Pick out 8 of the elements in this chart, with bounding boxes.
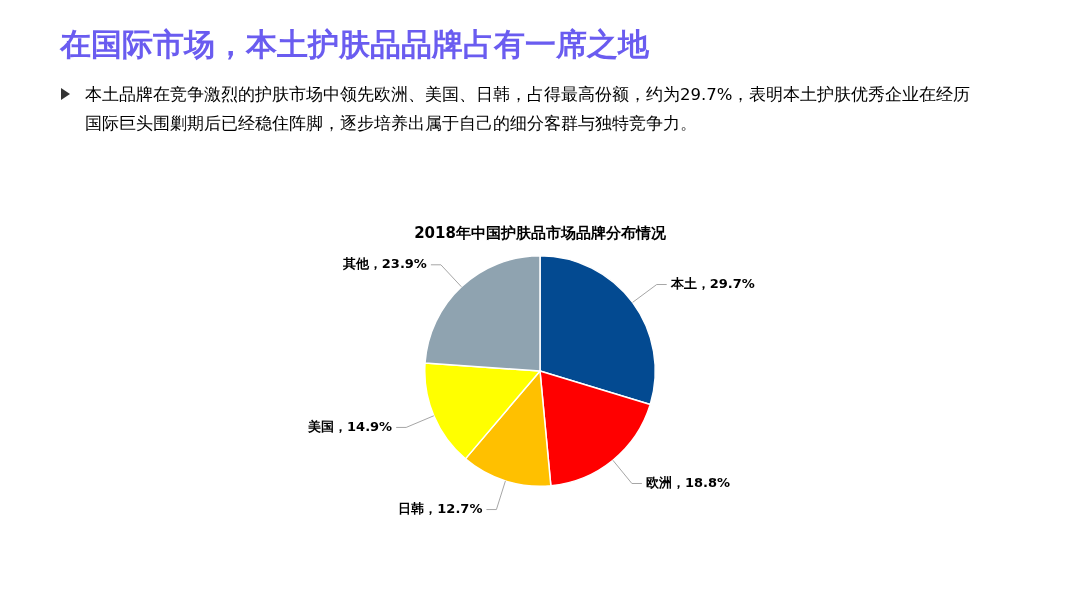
slice-label: 日韩，12.7% <box>398 500 483 516</box>
text: 本土品牌在竞争激烈的护肤市场中领先欧洲、美国、日韩，占得最高份额，约为29.7%，表明本土护肤优秀企业在经历国际巨头围剿期后已经稳住阵脚，逐步培养出属于自己的细分客群与独特竞争力。 <box>85 84 972 135</box>
text: 在国际市场，本土护肤品品牌占有一席之地 <box>60 25 649 64</box>
slice-label: 欧洲，18.8% <box>645 474 730 490</box>
slice-label: 美国，14.9% <box>307 418 393 434</box>
slice-label: 其他，23.9% <box>341 256 427 272</box>
slice-label: 本土，29.7% <box>669 275 755 291</box>
chart-title: 2018年中国护肤品市场品牌分布情况 <box>414 223 667 242</box>
